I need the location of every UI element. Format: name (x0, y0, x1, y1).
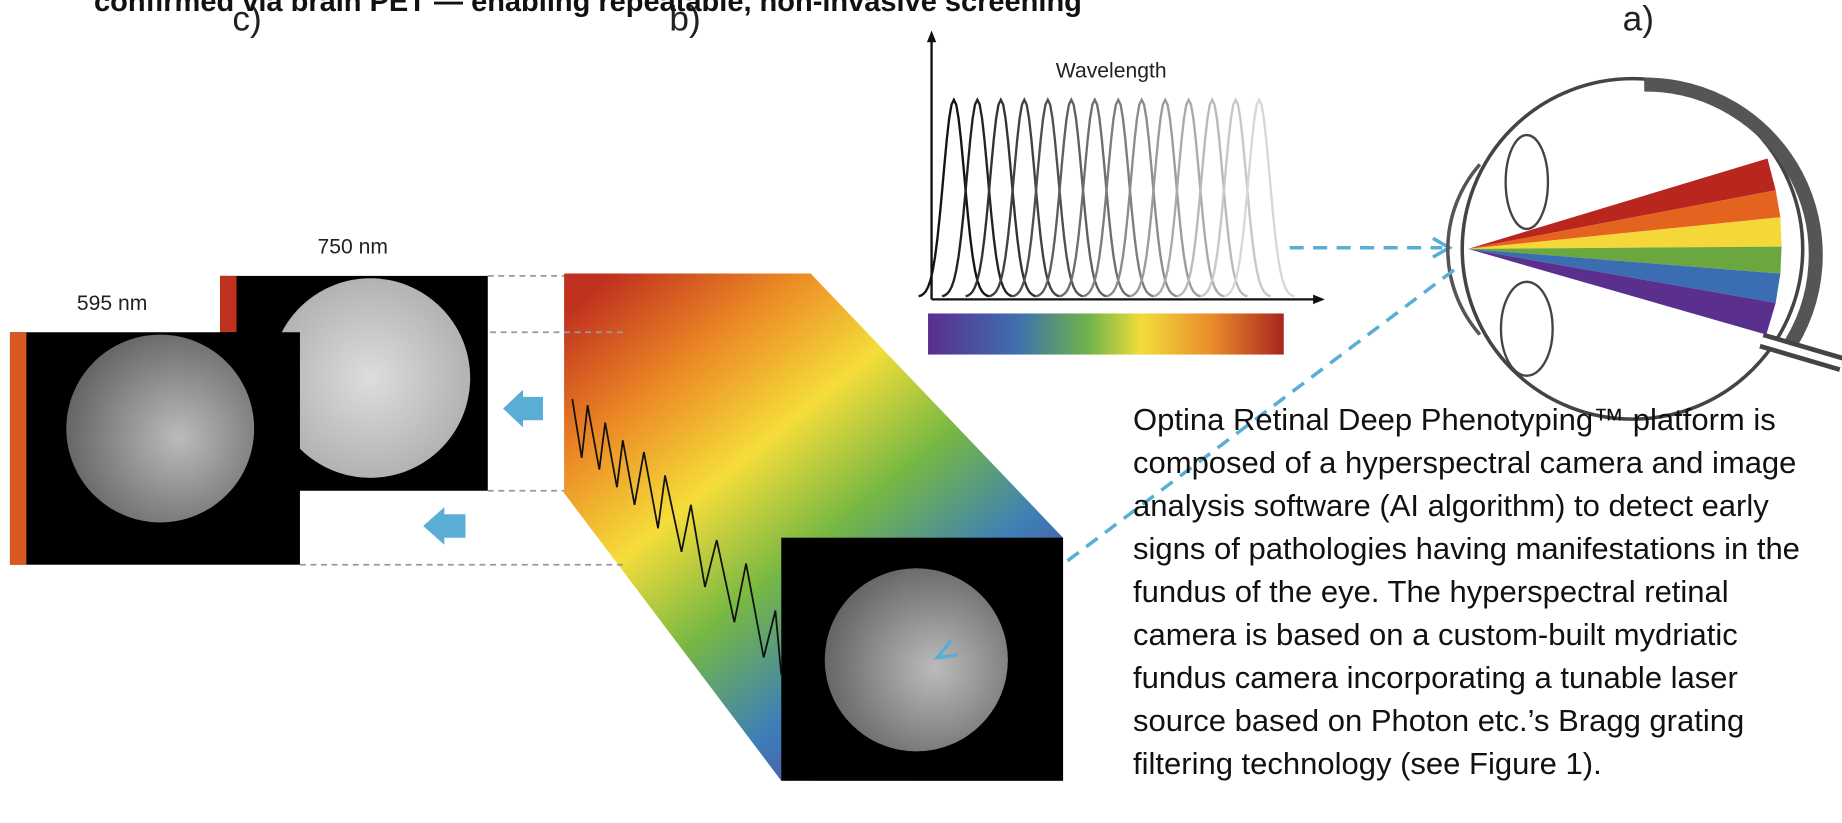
description: Optina Retinal Deep Phenotyping™ platfor… (1133, 398, 1833, 785)
peak (1177, 100, 1247, 297)
peak (919, 100, 989, 297)
retina (825, 568, 1008, 751)
eye (1448, 79, 1842, 419)
arrow (503, 390, 543, 428)
panel-label: a) (1623, 0, 1654, 39)
peak (1130, 100, 1200, 297)
wavelength-label: 595 nm (77, 292, 147, 315)
peak (1083, 100, 1153, 297)
peak (942, 100, 1012, 297)
page: c) b) a) Wavelength 750 nm 595 nm confir… (0, 0, 1842, 823)
axis-label: Wavelength (1056, 59, 1167, 82)
peak (989, 100, 1059, 297)
peak (966, 100, 1036, 297)
arrowhead (1313, 295, 1325, 304)
color-strip (220, 276, 236, 332)
peak (1060, 100, 1130, 297)
wavelength-label: 750 nm (318, 236, 388, 259)
title: confirmed via brain PET — enabling repea… (94, 0, 1082, 19)
retina (271, 278, 471, 478)
spectral-peaks (919, 100, 1295, 297)
color-strip (10, 332, 26, 564)
arrowhead (927, 31, 936, 43)
peak (1036, 100, 1106, 297)
peak (1013, 100, 1083, 297)
peak (1224, 100, 1294, 297)
peak (1106, 100, 1176, 297)
peak (1200, 100, 1270, 297)
peak (1153, 100, 1223, 297)
spectrum-bar (928, 313, 1284, 354)
retina (66, 335, 254, 523)
arrow (423, 507, 465, 545)
